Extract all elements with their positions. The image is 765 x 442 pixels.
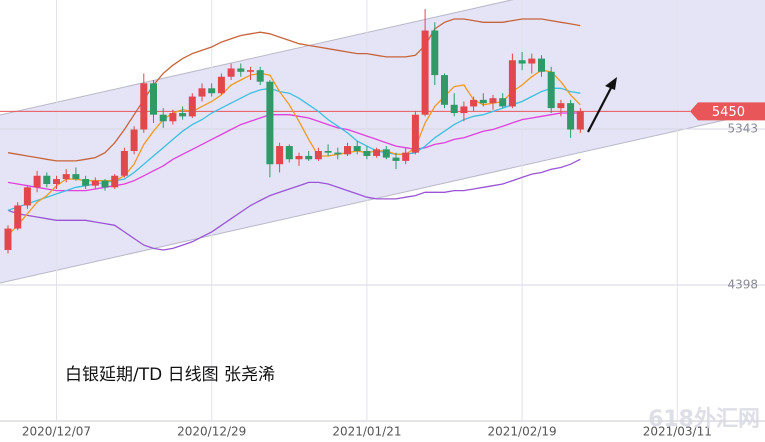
x-tick-label: 2020/12/07 <box>22 425 91 439</box>
candle-body <box>208 88 216 94</box>
candle-body <box>140 83 148 130</box>
candle-body <box>518 60 526 64</box>
candle-body <box>130 129 138 152</box>
labels: 4398 5343 2020/12/07 2020/12/29 2021/01/21 20… <box>22 102 765 439</box>
candle-body <box>33 175 41 188</box>
candle-body <box>237 68 245 72</box>
candle-body <box>23 187 31 206</box>
candle-body <box>402 152 410 161</box>
candle-body <box>62 174 70 180</box>
candles <box>4 9 584 254</box>
candle-body <box>247 70 254 72</box>
channel-lower <box>0 110 765 284</box>
candle-body <box>431 30 439 76</box>
y-tick-label: 5343 <box>727 122 758 136</box>
candle-body <box>479 99 487 104</box>
candle-body <box>421 30 429 115</box>
candle-body <box>353 146 361 152</box>
candle-body <box>441 75 448 105</box>
grid <box>0 0 765 421</box>
candle-body <box>499 98 507 107</box>
candle-body <box>305 155 313 160</box>
candle-body <box>450 104 458 114</box>
candle-body <box>489 98 497 104</box>
caption: 白银延期/TD 日线图 张尧浠 <box>65 365 275 385</box>
candle-body <box>72 174 80 180</box>
overlay-line <box>7 18 581 162</box>
candle-body <box>411 114 419 153</box>
watermark: 618外汇网 <box>648 406 760 432</box>
candle-body <box>4 228 12 251</box>
candle-body <box>295 155 303 160</box>
x-tick-label: 2021/01/21 <box>332 425 401 439</box>
candle-body <box>43 175 51 185</box>
candle-body <box>314 151 322 160</box>
x-tick-label: 2021/03/11 <box>643 425 712 439</box>
candle-body <box>111 175 119 188</box>
trend-arrow <box>587 77 617 133</box>
last-price-label: 5450 <box>712 105 745 120</box>
candle-body <box>120 151 128 176</box>
candle-body <box>179 113 187 117</box>
candle-body <box>528 58 536 64</box>
candle-body <box>266 81 274 165</box>
candle-body <box>557 103 565 109</box>
candle-body <box>547 71 555 109</box>
candle-body <box>285 146 293 160</box>
candle-body <box>14 205 22 229</box>
candle-body <box>256 70 264 82</box>
candle-body <box>538 58 545 72</box>
candle-body <box>227 68 235 77</box>
candle-body <box>169 113 177 122</box>
overlay-line <box>7 69 581 236</box>
candle-body <box>567 103 575 130</box>
candle-body <box>344 146 351 155</box>
candle-body <box>82 179 90 186</box>
arrow-shaft <box>587 85 613 133</box>
candle-body <box>460 106 468 114</box>
candle-body <box>382 149 390 158</box>
candle-body <box>392 157 400 161</box>
candle-body <box>576 111 584 130</box>
y-tick-label: 4398 <box>727 278 758 292</box>
x-tick-label: 2020/12/29 <box>177 425 246 439</box>
candle-body <box>217 76 225 94</box>
candle-body <box>188 96 196 117</box>
candle-body <box>324 151 332 153</box>
candle-body <box>53 179 60 185</box>
candle-body <box>373 149 381 156</box>
arrow-head <box>605 77 617 90</box>
candle-body <box>363 151 371 156</box>
x-tick-label: 2021/02/19 <box>488 425 557 439</box>
candle-body <box>470 99 478 107</box>
channel-upper <box>0 0 514 116</box>
overlay-line <box>7 112 581 192</box>
candle-body <box>276 146 284 165</box>
candle-body <box>150 83 157 115</box>
candle-body <box>334 152 342 155</box>
candle-body <box>198 88 206 97</box>
candle-body <box>91 180 99 186</box>
candle-body <box>101 180 109 188</box>
candle-body <box>508 60 516 107</box>
overlay-line <box>7 158 581 251</box>
candle-body <box>159 114 167 122</box>
last-price-tag <box>690 102 765 121</box>
